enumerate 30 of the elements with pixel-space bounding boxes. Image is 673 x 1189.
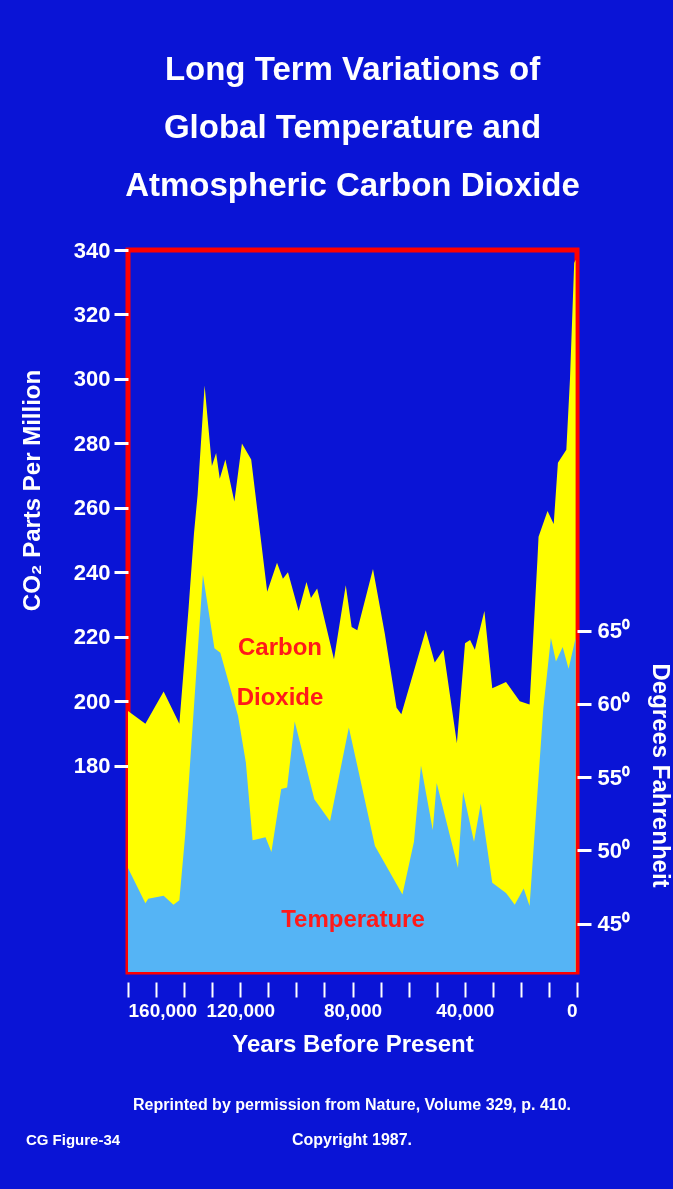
y-axis-title: CO₂ Parts Per Million xyxy=(17,369,45,612)
y2-tick-label: 45⁰ xyxy=(597,911,630,937)
y-tick-label: 300 xyxy=(73,366,111,392)
x-tick-label: 80,000 xyxy=(323,999,383,1021)
text: Atmospheric Carbon Dioxide xyxy=(125,166,580,203)
y-tick-label: 280 xyxy=(73,430,111,456)
x-tick-label: 120,000 xyxy=(206,999,276,1021)
text: Long Term Variations of xyxy=(164,50,541,87)
x-axis-title: Years Before Present xyxy=(232,1029,474,1057)
y-tick-label: 340 xyxy=(73,237,111,263)
y-tick-label: 220 xyxy=(73,624,111,650)
text: Reprinted by permission from Nature, Volume 329, p. 410. xyxy=(132,1096,572,1113)
y2-tick-label: 65⁰ xyxy=(597,618,630,644)
x-tick-label: 40,000 xyxy=(436,999,495,1021)
y-tick-label: 260 xyxy=(73,495,111,521)
series-label: Temperature xyxy=(281,905,425,932)
y2-tick-label: 55⁰ xyxy=(597,764,630,790)
text: Global Temperature and xyxy=(163,108,542,145)
y-tick-label: 200 xyxy=(73,688,111,714)
y2-tick-label: 50⁰ xyxy=(597,837,630,863)
text: Copyright 1987. xyxy=(291,1131,413,1148)
series-label: Carbon Dioxide xyxy=(236,633,324,710)
y-tick-label: 180 xyxy=(73,753,111,779)
y2-tick-label: 60⁰ xyxy=(597,691,630,717)
y-tick-label: 240 xyxy=(73,559,111,585)
y2-axis-title: Degrees Fahrenheit xyxy=(647,663,673,888)
x-tick-label: 0 xyxy=(566,999,578,1021)
x-tick-label: 160,000 xyxy=(128,999,198,1021)
text: CG Figure-34 xyxy=(25,1131,121,1148)
y-tick-label: 320 xyxy=(73,301,111,327)
